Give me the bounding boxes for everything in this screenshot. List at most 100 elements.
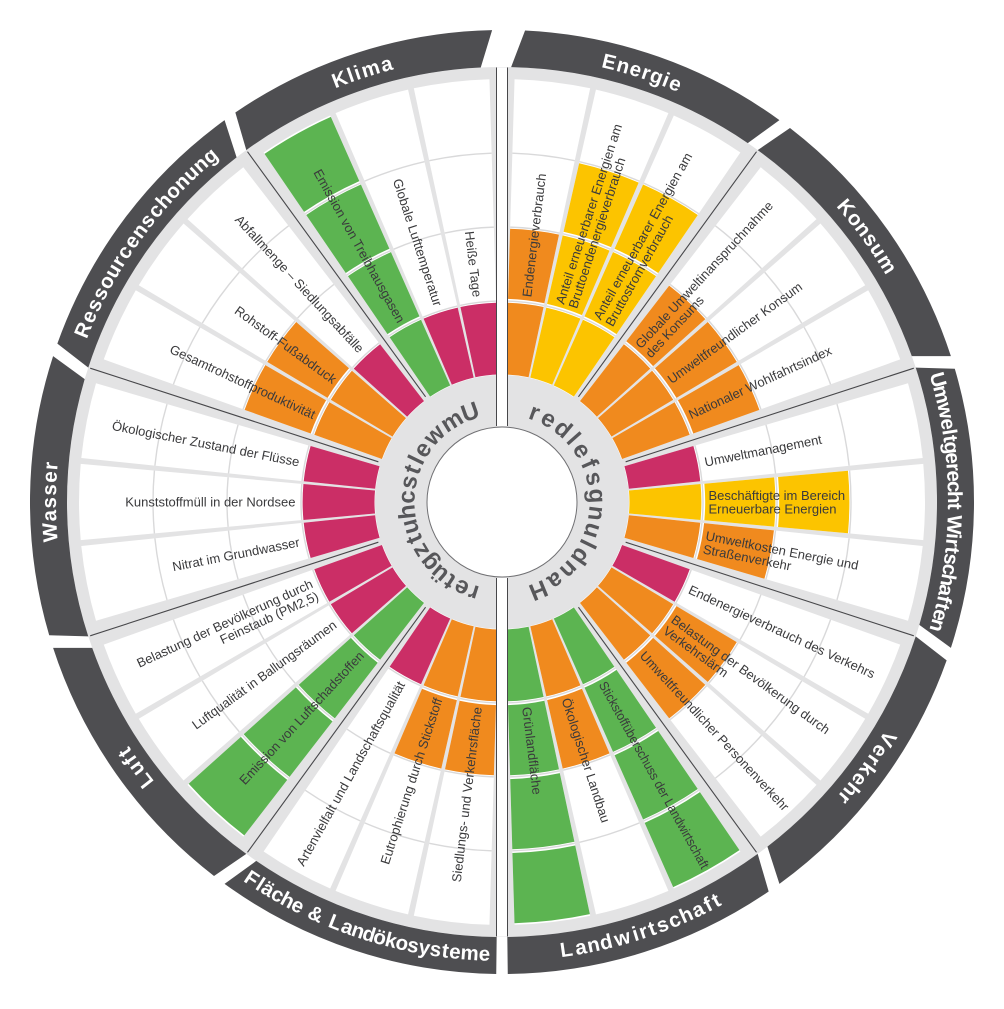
category-divider: [625, 541, 914, 637]
gridline-arc: [304, 182, 361, 215]
arc-char: e: [478, 942, 490, 965]
indicator-bar-segment: [547, 235, 610, 316]
indicator-bar-segment: [677, 365, 760, 434]
gridline-arc: [304, 789, 361, 822]
gridline-arc: [739, 364, 762, 410]
gridline-arc: [512, 152, 575, 162]
gridline-arc: [300, 483, 303, 521]
gridline-arc: [242, 594, 265, 640]
category-band-verkehr: [767, 636, 947, 884]
gridline-arc: [836, 538, 850, 601]
gridline-arc: [579, 822, 640, 843]
gridline-arc: [803, 326, 832, 385]
arc-char: W: [38, 521, 62, 542]
arc-char: e: [940, 451, 964, 465]
arc-char: w: [932, 399, 958, 420]
indicator-bar-segment: [302, 484, 376, 520]
arc-char: a: [38, 509, 61, 522]
gridline-arc: [715, 734, 763, 779]
category-divider: [90, 541, 379, 637]
gridline-arc: [803, 619, 832, 678]
arc-char: m: [460, 941, 480, 965]
half-dividers: [496, 67, 508, 937]
arc-char: d: [597, 930, 614, 955]
indicator-bar-segment: [423, 307, 474, 385]
gridline-arc: [624, 635, 652, 662]
indicator-bar-segment: [644, 792, 740, 888]
gridline-arc: [643, 789, 700, 822]
indicator-bar-segment: [306, 184, 390, 273]
indicator-bar-segment: [510, 773, 575, 850]
gridline-arc: [388, 667, 421, 687]
indicator-bar-segment: [512, 845, 590, 924]
gridline-arc: [154, 538, 168, 601]
gridline-arc: [388, 317, 421, 337]
indicator-bar-segment: [267, 322, 350, 398]
gridline-arc: [444, 226, 494, 234]
category-band-wasser: [29, 356, 89, 637]
arc-char: a: [933, 583, 958, 599]
indicator-bar-segment: [330, 370, 407, 437]
arc-char: w: [611, 925, 634, 952]
indicator-bar-segment: [460, 302, 499, 378]
indicator-bar-segment: [353, 587, 425, 660]
category-divider: [577, 151, 757, 398]
arc-char: u: [395, 516, 425, 537]
arc-char: i: [942, 532, 965, 539]
arc-char: r: [941, 538, 965, 548]
indicator-bar-segment: [389, 607, 451, 685]
arc-char: E: [600, 50, 619, 76]
gridline-arc: [764, 680, 803, 733]
indicator-bar-segment: [303, 515, 380, 558]
gridline-arc: [352, 342, 380, 369]
indicator-bar-segment: [298, 637, 378, 719]
arc-char: r: [39, 461, 63, 471]
arc-char: c: [943, 481, 966, 493]
gridline-arc: [346, 728, 391, 754]
arc-char: n: [582, 504, 611, 522]
indicator-bar-segment: [530, 619, 581, 697]
gridline-arc: [512, 842, 575, 852]
arc-char: t: [938, 434, 962, 444]
gridline-arc: [546, 305, 582, 318]
arc-char: n: [925, 616, 951, 634]
gridline-arc: [429, 152, 492, 162]
indicator-bar-segment: [579, 344, 651, 417]
gridline-arc: [297, 685, 335, 721]
arc-char: s: [38, 497, 61, 508]
gridline-arc: [393, 233, 442, 250]
gridline-arc: [652, 369, 676, 400]
category-divider: [625, 367, 914, 463]
indicator-bar-segment: [553, 607, 615, 685]
indicator-label: Beschäftigte im Bereich Erneuerbare Energ…: [709, 488, 846, 517]
arc-char: h: [393, 503, 421, 520]
gridline-arc: [848, 470, 852, 534]
indicator-bar-segment: [626, 637, 706, 719]
gridline-arc: [172, 619, 201, 678]
indicator-bar-segment: [612, 402, 690, 460]
arc-char: e: [942, 470, 966, 483]
gridline-arc: [764, 271, 803, 324]
indicator-bar-segment: [584, 669, 657, 752]
indicator-bar-segment: [614, 184, 698, 273]
indicator-bar-segment: [508, 700, 559, 776]
category-bands: KlimaRessourcenschonungWasserLuftFläche …: [29, 30, 975, 974]
gridline-arc: [510, 770, 560, 778]
gridline-arc: [775, 477, 778, 527]
arc-char: e: [38, 471, 62, 484]
arc-char: g: [939, 440, 963, 455]
arc-char: y: [417, 935, 433, 960]
arc-char: r: [941, 462, 965, 472]
gridline-arc: [624, 342, 652, 369]
gridline-arc: [507, 697, 545, 704]
gridline-arc: [201, 271, 240, 324]
indicator-bar-segment: [347, 252, 420, 335]
indicator-bar-segment: [628, 484, 702, 520]
category-band-energie: [511, 30, 780, 144]
indicator-bars: [188, 116, 850, 924]
gridline-arc: [675, 569, 692, 603]
category-divider: [577, 606, 757, 853]
